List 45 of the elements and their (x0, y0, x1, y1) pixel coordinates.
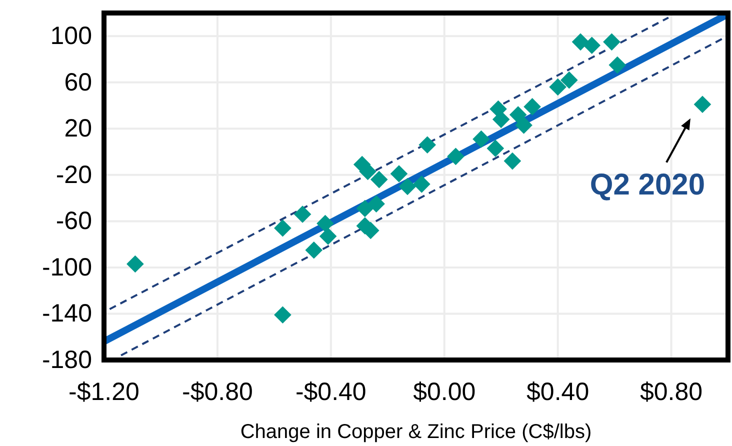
point (583, 36, 601, 54)
y-tick-label: 100 (50, 22, 92, 50)
x-tick-label: -$1.20 (68, 378, 140, 406)
point (492, 110, 510, 128)
y-tick-label: 20 (64, 114, 92, 143)
point (294, 206, 312, 223)
point (486, 140, 504, 157)
point (472, 130, 490, 148)
point (319, 228, 337, 245)
point (515, 116, 532, 134)
x-tick-label: $0.00 (413, 378, 476, 406)
point (603, 33, 620, 51)
point (572, 33, 590, 51)
point (274, 306, 292, 324)
point (305, 241, 323, 259)
point (608, 56, 626, 74)
x-tick-label: $0.40 (526, 378, 590, 406)
point (413, 176, 430, 193)
x-tick-label: $0.80 (640, 378, 703, 406)
y-tick-label: -60 (56, 207, 92, 236)
point (560, 71, 578, 89)
point (549, 78, 566, 96)
point (368, 195, 385, 213)
point (694, 96, 712, 114)
point (126, 255, 144, 273)
y-tick-label: -100 (42, 253, 92, 282)
x-axis-title: Change in Copper & Zinc Price (C$/lbs) (240, 421, 592, 443)
point (504, 152, 522, 170)
point (370, 170, 388, 188)
x-tick-label: -$0.80 (182, 378, 253, 406)
point (398, 178, 416, 196)
point (509, 106, 527, 124)
y-tick-label: -180 (42, 346, 92, 374)
y-tick-label: 60 (64, 68, 92, 96)
point (356, 200, 374, 218)
point (390, 165, 408, 182)
annotation: Q2 2020 (590, 168, 706, 202)
y-tick-label: -20 (56, 160, 92, 189)
y-tick-label: -140 (42, 300, 92, 328)
point (447, 148, 464, 166)
point (274, 219, 292, 237)
point (316, 214, 334, 232)
x-tick-label: -$0.40 (295, 378, 366, 406)
point (524, 98, 541, 116)
point (418, 136, 436, 154)
